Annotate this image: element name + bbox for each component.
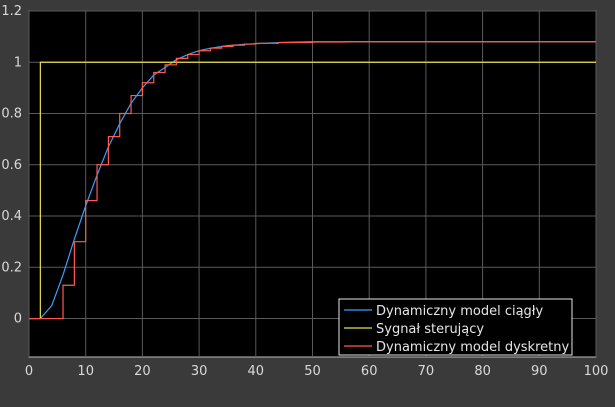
x-tick-label: 90 bbox=[531, 364, 548, 379]
tick-labels: 0 10 20 30 40 50 60 70 80 90 100 0 0.2 0.4 0.6 0.8 1 1.2 bbox=[1, 4, 608, 379]
y-tick-label: 0.8 bbox=[1, 107, 22, 122]
legend-box bbox=[338, 298, 573, 356]
x-tick-label: 30 bbox=[191, 364, 208, 379]
x-tick-label: 100 bbox=[584, 364, 609, 379]
legend-label-3: Dynamiczny model dyskretny bbox=[376, 340, 569, 355]
y-tick-label: 0.2 bbox=[1, 260, 22, 275]
x-tick-label: 80 bbox=[474, 364, 491, 379]
legend-label-2: Sygnał sterujący bbox=[376, 322, 484, 337]
x-tick-label: 70 bbox=[418, 364, 435, 379]
legend-label-1: Dynamiczny model ciągły bbox=[376, 304, 544, 319]
y-tick-label: 0.6 bbox=[1, 158, 22, 173]
y-tick-label: 0.4 bbox=[1, 209, 22, 224]
x-tick-label: 20 bbox=[134, 364, 151, 379]
x-tick-label: 40 bbox=[248, 364, 265, 379]
x-tick-label: 10 bbox=[77, 364, 94, 379]
y-tick-label: 1 bbox=[14, 55, 22, 70]
series-layer bbox=[29, 41, 596, 320]
y-tick-label: 1.2 bbox=[1, 4, 22, 19]
y-tick-label: 0 bbox=[14, 312, 22, 327]
legend: Dynamiczny model ciągły Sygnał sterujący D… bbox=[338, 298, 573, 356]
x-tick-label: 0 bbox=[25, 364, 33, 379]
x-tick-label: 60 bbox=[361, 364, 378, 379]
series-line-3 bbox=[29, 41, 596, 320]
grid bbox=[28, 10, 597, 357]
x-tick-label: 50 bbox=[304, 364, 321, 379]
